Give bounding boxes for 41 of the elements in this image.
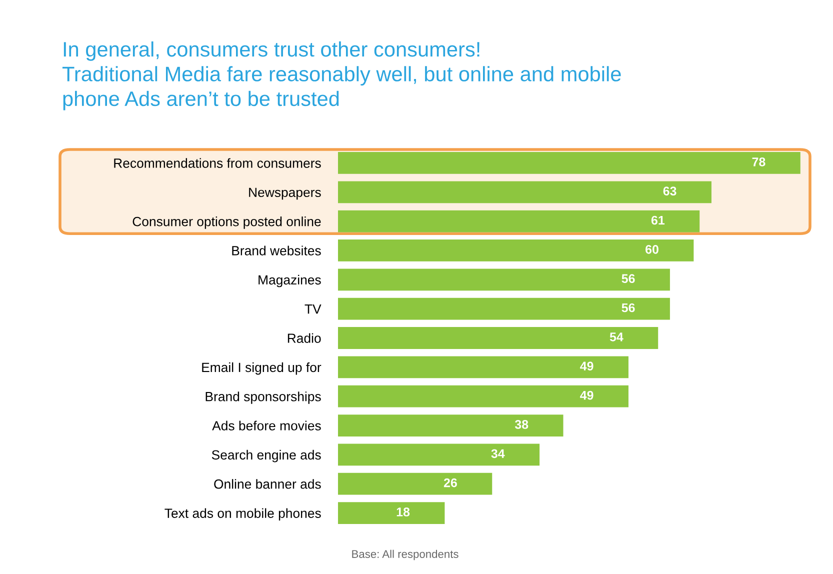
data-label: 56 xyxy=(622,274,635,284)
data-label: 49 xyxy=(580,390,594,400)
y-tick-label: Recommendations from consumers xyxy=(114,158,321,168)
bar xyxy=(338,472,492,495)
y-tick-label: Ads before movies xyxy=(212,420,321,430)
data-label: 54 xyxy=(610,332,624,342)
bar xyxy=(338,240,694,262)
bar xyxy=(338,152,800,174)
text: Base: All respondents xyxy=(352,550,458,560)
data-label: 18 xyxy=(396,508,410,516)
y-tick-label: Brand sponsorships xyxy=(206,392,321,404)
y-tick-label: TV xyxy=(304,304,322,314)
bar xyxy=(338,181,712,204)
bar xyxy=(338,268,670,291)
y-tick-label: Online banner ads xyxy=(214,479,321,489)
data-label: 26 xyxy=(444,478,457,488)
data-label: 56 xyxy=(622,303,635,312)
data-label: 38 xyxy=(514,420,528,429)
bar xyxy=(338,356,628,378)
bar xyxy=(338,327,658,349)
data-label: 49 xyxy=(580,362,594,371)
bar xyxy=(338,210,700,232)
y-tick-label: Search engine ads xyxy=(212,450,321,462)
y-tick-label: Magazines xyxy=(258,274,321,288)
data-label: 34 xyxy=(491,449,505,458)
bar xyxy=(338,502,445,524)
y-tick-label: Brand websites xyxy=(232,246,321,256)
data-label: 61 xyxy=(651,216,665,225)
y-tick-label: Consumer options posted online xyxy=(132,216,321,229)
y-tick-label: Text ads on mobile phones xyxy=(164,508,321,521)
y-tick-label: Newspapers xyxy=(249,188,321,200)
bar xyxy=(338,444,540,466)
bar xyxy=(338,298,670,320)
data-label: 60 xyxy=(646,244,658,254)
chart-title: In general, consumers trust other consumers! Traditional Media fare reasonably well, but online and mobile phone Ads aren’t to be trusted xyxy=(62,41,621,110)
bar xyxy=(338,385,628,408)
data-label: 78 xyxy=(752,157,766,166)
data-label: 63 xyxy=(663,186,676,196)
y-tick-label: Radio xyxy=(288,333,321,343)
y-tick-label: Email I signed up for xyxy=(202,362,322,375)
bar xyxy=(338,414,564,436)
